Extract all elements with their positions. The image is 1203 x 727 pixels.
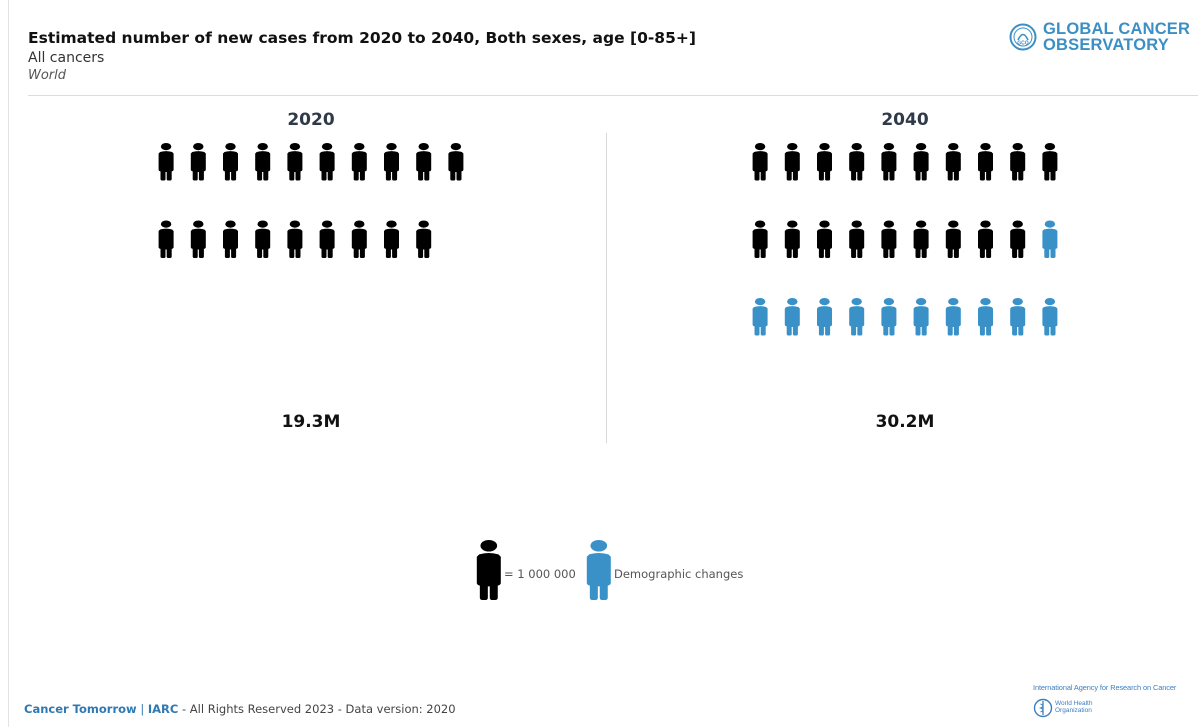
person-icon-blue (586, 540, 611, 600)
left-border (8, 0, 9, 727)
gco-badge-icon: GCO (1009, 23, 1037, 51)
footer-separator: | (140, 702, 145, 716)
person-icon-black (913, 220, 929, 258)
person-icon-blue (881, 298, 897, 336)
chart-subtitle: All cancers (28, 50, 105, 66)
total-label-2040: 30.2M (875, 412, 935, 432)
person-icon-black (416, 220, 432, 258)
legend-unit-label: = 1 000 000 (504, 567, 576, 581)
person-icon-black (881, 143, 897, 181)
legend-person-black (476, 540, 501, 600)
person-icon-black (255, 220, 271, 258)
person-icon-black (190, 220, 206, 258)
person-icon-black (384, 220, 399, 258)
who-logo: World Health Organization (1033, 698, 1173, 720)
person-icon-black (223, 143, 238, 181)
panel-divider (606, 133, 607, 443)
who-emblem-icon (1033, 698, 1053, 718)
person-icon-blue (1042, 220, 1058, 258)
person-icon-blue (1042, 298, 1058, 336)
person-icon-black (476, 540, 501, 600)
person-icon-black (190, 143, 206, 181)
person-icon-black (978, 220, 993, 258)
gco-logo-line2: OBSERVATORY (1043, 36, 1169, 54)
footer-copyright: - All Rights Reserved 2023 - Data versio… (181, 702, 456, 716)
who-line2: Organization (1055, 707, 1092, 714)
who-text: World Health Organization (1055, 700, 1092, 714)
footer: Cancer Tomorrow | IARC - All Rights Rese… (24, 702, 456, 716)
person-icon-black (817, 143, 832, 181)
pictogram-grid-2020 (158, 143, 464, 258)
person-icon-black (784, 143, 800, 181)
person-icon-black (351, 143, 367, 181)
person-icon-black (817, 220, 832, 258)
person-icon-black (978, 143, 993, 181)
person-icon-blue (945, 298, 961, 336)
person-icon-black (158, 220, 174, 258)
region-label: World (28, 68, 67, 83)
person-icon-black (351, 220, 367, 258)
panel-2040: 2040 30.2M (610, 108, 1200, 448)
person-icon-black (784, 220, 800, 258)
year-label-2040: 2040 (881, 110, 929, 130)
person-icon-black (448, 143, 464, 181)
partner-logos: International Agency for Research on Can… (1033, 683, 1177, 718)
person-icon-black (223, 220, 238, 258)
person-icon-blue (1010, 298, 1026, 336)
iarc-name: International Agency for Research on Can… (1033, 683, 1177, 692)
legend-unit-item (476, 540, 502, 612)
year-label-2020: 2020 (287, 110, 335, 130)
gco-badge-text: GCO (1017, 41, 1029, 47)
person-icon-black (913, 143, 929, 181)
pictogram-grid-2040 (752, 143, 1058, 336)
person-icon-black (319, 143, 335, 181)
person-icon-black (416, 143, 432, 181)
gco-logo: GCO GLOBAL CANCER OBSERVATORY (1009, 21, 1199, 61)
chart-header: Estimated number of new cases from 2020 … (28, 28, 696, 84)
who-line1: World Health (1055, 700, 1093, 707)
legend-demographic-item (586, 540, 612, 612)
person-icon-blue (752, 298, 768, 336)
person-icon-black (158, 143, 174, 181)
person-icon-black (1010, 143, 1026, 181)
footer-iarc-link[interactable]: IARC (147, 702, 179, 716)
header-divider (28, 95, 1198, 96)
person-icon-blue (849, 298, 865, 336)
person-icon-black (881, 220, 897, 258)
person-icon-black (945, 143, 961, 181)
person-icon-black (255, 143, 271, 181)
person-icon-black (287, 220, 303, 258)
person-icon-black (945, 220, 961, 258)
person-icon-black (849, 143, 865, 181)
panel-2020: 2020 19.3M (16, 108, 606, 448)
legend-demographic-label: Demographic changes (614, 567, 744, 581)
person-icon-black (849, 220, 865, 258)
footer-brand-link[interactable]: Cancer Tomorrow (24, 702, 137, 716)
person-icon-blue (784, 298, 800, 336)
person-icon-blue (978, 298, 993, 336)
gco-logo-text: GLOBAL CANCER OBSERVATORY (1043, 20, 1191, 54)
person-icon-black (287, 143, 303, 181)
person-icon-black (1010, 220, 1026, 258)
person-icon-black (1042, 143, 1058, 181)
gco-logo-line1: GLOBAL CANCER (1043, 20, 1191, 38)
person-icon-blue (817, 298, 832, 336)
chart-title: Estimated number of new cases from 2020 … (28, 29, 696, 47)
total-label-2020: 19.3M (281, 412, 341, 432)
legend-person-blue (586, 540, 611, 600)
person-icon-black (752, 220, 768, 258)
person-icon-black (384, 143, 399, 181)
person-icon-blue (913, 298, 929, 336)
person-icon-black (752, 143, 768, 181)
person-icon-black (319, 220, 335, 258)
